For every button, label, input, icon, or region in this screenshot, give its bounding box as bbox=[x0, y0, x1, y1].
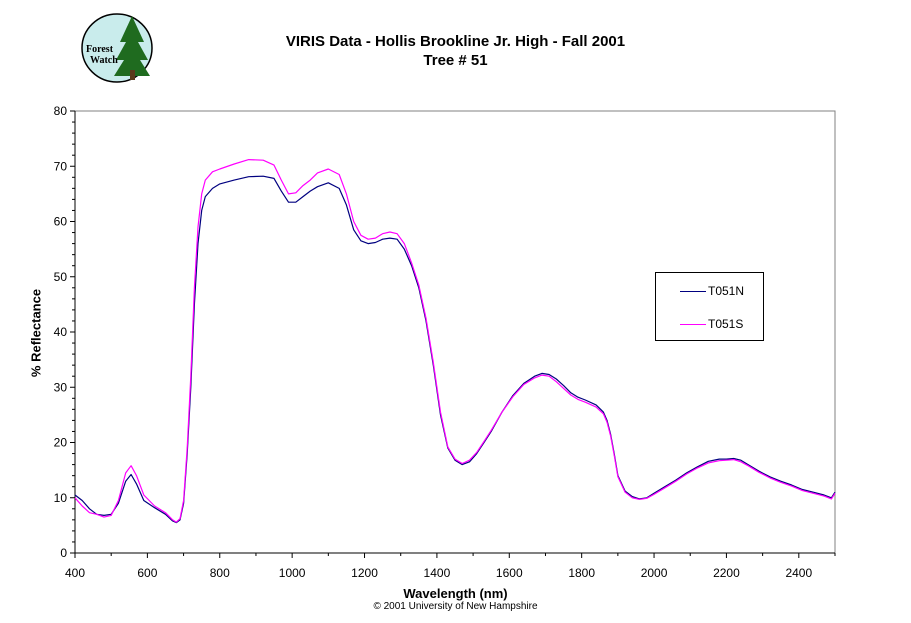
y-tick-label: 80 bbox=[54, 104, 68, 118]
chart-legend: T051N T051S bbox=[655, 272, 764, 341]
y-tick-label: 10 bbox=[54, 491, 68, 505]
x-tick-label: 400 bbox=[65, 566, 85, 580]
legend-item-t051s: T051S bbox=[680, 317, 743, 331]
x-tick-label: 2400 bbox=[785, 566, 812, 580]
chart-title: VIRIS Data - Hollis Brookline Jr. High -… bbox=[285, 33, 626, 50]
legend-label-t051n: T051N bbox=[708, 284, 745, 298]
x-tick-label: 1800 bbox=[568, 566, 595, 580]
y-tick-label: 20 bbox=[54, 436, 68, 450]
x-tick-label: 2200 bbox=[713, 566, 740, 580]
copyright-footer: © 2001 University of New Hampshire bbox=[373, 601, 538, 612]
x-tick-label: 1400 bbox=[424, 566, 451, 580]
x-tick-label: 600 bbox=[137, 566, 157, 580]
chart-title-block: VIRIS Data - Hollis Brookline Jr. High -… bbox=[0, 32, 911, 70]
y-axis-label: % Reflectance bbox=[28, 288, 44, 378]
tree-icon bbox=[114, 16, 150, 76]
series-group bbox=[74, 159, 836, 524]
legend-swatch-t051n bbox=[680, 291, 706, 293]
axes-group: 0 10 20 30 40 50 60 70 80 400 600 800 1000 1200 1400 16… bbox=[54, 104, 836, 580]
logo-text-watch: Watch bbox=[90, 55, 118, 66]
series-line-t051s bbox=[74, 159, 836, 523]
series-line-t051n bbox=[74, 175, 836, 524]
chart-subtitle: Tree # 51 bbox=[423, 52, 488, 69]
legend-item-t051n: T051N bbox=[680, 284, 744, 298]
logo-text-forest: Forest bbox=[86, 44, 114, 55]
x-tick-label: 800 bbox=[210, 566, 230, 580]
y-tick-label: 60 bbox=[54, 215, 68, 229]
y-tick-label: 30 bbox=[54, 380, 68, 394]
legend-label-t051s: T051S bbox=[708, 317, 744, 331]
x-tick-label: 1000 bbox=[279, 566, 306, 580]
x-tick-label: 2000 bbox=[641, 566, 668, 580]
y-tick-label: 40 bbox=[54, 325, 68, 339]
x-tick-label: 1600 bbox=[496, 566, 523, 580]
y-tick-label: 70 bbox=[54, 159, 68, 173]
tree-trunk bbox=[130, 70, 135, 80]
y-tick-label: 50 bbox=[54, 270, 68, 284]
x-tick-label: 1200 bbox=[351, 566, 378, 580]
forest-watch-logo: Forest Watch bbox=[81, 13, 153, 83]
legend-swatch-t051s bbox=[680, 324, 706, 326]
x-axis-label: Wavelength (nm) bbox=[403, 586, 508, 601]
y-tick-label: 0 bbox=[60, 546, 67, 560]
